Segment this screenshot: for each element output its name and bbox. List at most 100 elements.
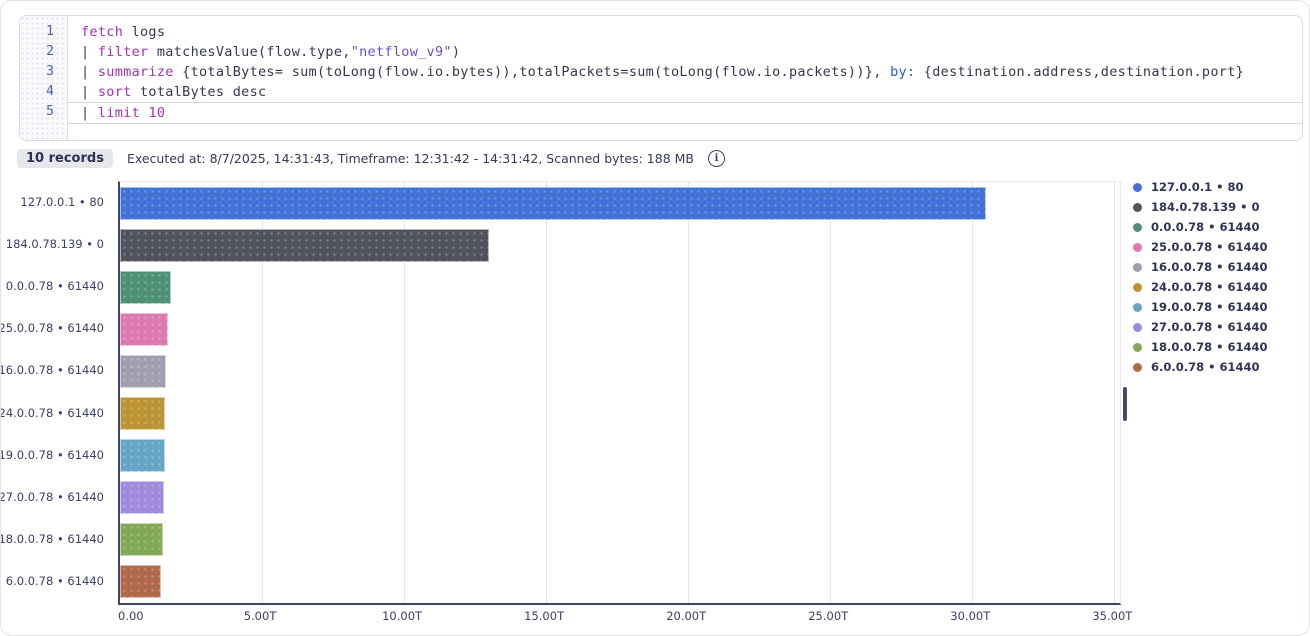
code-line[interactable]: fetch logs — [68, 22, 1302, 42]
legend-label: 127.0.0.1 • 80 — [1151, 180, 1244, 194]
bar[interactable] — [120, 481, 165, 515]
line-number: 4 — [46, 84, 54, 99]
bar[interactable] — [120, 270, 172, 304]
y-axis-label: 19.0.0.78 • 61440 — [0, 447, 104, 462]
gridline — [972, 182, 974, 603]
legend-dot-icon — [1133, 342, 1142, 352]
code-token: {totalBytes= sum(toLong(flow.io.bytes)),… — [173, 64, 891, 80]
legend-item[interactable]: 184.0.78.139 • 0 — [1133, 197, 1267, 217]
code-token: {destination.address,destination.port} — [915, 64, 1245, 80]
bar-chart: 127.0.0.1 • 80 184.0.78.139 • 0 0.0.0.78 •… — [1, 177, 1309, 635]
legend-item[interactable]: 27.0.0.78 • 61440 — [1133, 317, 1267, 337]
x-axis-tick-label: 15.00T — [524, 609, 565, 623]
legend-label: 184.0.78.139 • 0 — [1151, 200, 1260, 214]
legend-item[interactable]: 6.0.0.78 • 61440 — [1133, 357, 1267, 377]
legend-label: 16.0.0.78 • 61440 — [1151, 260, 1268, 274]
legend-dot-icon — [1133, 282, 1142, 292]
x-axis-ticks: 0.00 5.00T 10.00T 15.00T 20.00T 25.00T 30.00T 3… — [1, 609, 1309, 625]
code-token: | — [81, 84, 98, 100]
legend-dot-icon — [1133, 262, 1142, 272]
code-lines[interactable]: fetch logs | filter matchesValue(flow.typ… — [68, 16, 1302, 140]
code-token: fetch — [81, 24, 124, 40]
code-token: by: — [890, 64, 916, 80]
legend-dot-icon — [1133, 182, 1142, 192]
legend-item[interactable]: 24.0.0.78 • 61440 — [1133, 277, 1267, 297]
x-axis-tick-label: 25.00T — [808, 609, 849, 623]
y-axis-label: 184.0.78.139 • 0 — [5, 237, 104, 252]
chart-scrollbar-thumb[interactable] — [1123, 387, 1127, 421]
y-axis-label: 27.0.0.78 • 61440 — [0, 489, 104, 504]
code-token: logs — [123, 24, 166, 40]
line-number-gutter: 1 2 3 4 5 — [20, 16, 68, 140]
code-token: | — [81, 64, 98, 80]
legend-item[interactable]: 19.0.0.78 • 61440 — [1133, 297, 1267, 317]
gridline — [546, 182, 548, 603]
code-line[interactable]: | sort totalBytes desc — [68, 82, 1302, 102]
info-icon[interactable]: i — [708, 149, 726, 167]
y-axis-labels: 127.0.0.1 • 80 184.0.78.139 • 0 0.0.0.78 •… — [1, 181, 111, 602]
legend-label: 19.0.0.78 • 61440 — [1151, 300, 1268, 314]
bar[interactable] — [120, 397, 166, 430]
bar[interactable] — [120, 228, 490, 262]
legend-dot-icon — [1133, 362, 1142, 372]
line-number: 3 — [46, 64, 54, 79]
legend-label: 6.0.0.78 • 61440 — [1151, 360, 1260, 374]
bar[interactable] — [120, 354, 167, 388]
y-axis-label: 16.0.0.78 • 61440 — [0, 363, 104, 378]
legend-label: 27.0.0.78 • 61440 — [1151, 320, 1268, 334]
bar[interactable] — [120, 186, 987, 220]
bar[interactable] — [120, 312, 169, 346]
bar[interactable] — [120, 439, 165, 473]
gridline — [830, 182, 832, 603]
gridline — [262, 182, 264, 603]
line-number: 2 — [46, 44, 54, 59]
legend-item[interactable]: 0.0.0.78 • 61440 — [1133, 217, 1267, 237]
line-number: 5 — [46, 104, 54, 119]
records-count-badge: 10 records — [17, 148, 113, 168]
line-number: 1 — [46, 24, 54, 39]
legend-label: 25.0.0.78 • 61440 — [1151, 240, 1268, 254]
x-axis-tick-label: 35.00T — [1092, 609, 1133, 623]
y-axis-label: 24.0.0.78 • 61440 — [0, 405, 104, 420]
code-token: | — [81, 44, 98, 60]
y-axis-label: 18.0.0.78 • 61440 — [0, 531, 104, 546]
execution-info-text: Executed at: 8/7/2025, 14:31:43, Timefra… — [126, 150, 695, 166]
legend-dot-icon — [1133, 202, 1142, 212]
legend-item[interactable]: 18.0.0.78 • 61440 — [1133, 337, 1267, 357]
code-token: | — [81, 105, 98, 121]
x-axis-tick-label: 20.00T — [666, 609, 707, 623]
code-token: matchesValue(flow.type, — [148, 44, 351, 60]
legend-item[interactable]: 16.0.0.78 • 61440 — [1133, 257, 1267, 277]
code-line[interactable]: | limit 10 — [68, 102, 1302, 124]
code-token: limit — [97, 105, 140, 121]
plot-area — [118, 181, 1121, 605]
code-token: summarize — [97, 64, 174, 80]
legend-dot-icon — [1133, 302, 1142, 312]
code-token: filter — [97, 44, 149, 60]
gridline — [1114, 182, 1116, 603]
legend-item[interactable]: 127.0.0.1 • 80 — [1133, 177, 1267, 197]
gridline — [688, 182, 690, 603]
code-token: "netflow_v9" — [350, 44, 452, 60]
legend-label: 0.0.0.78 • 61440 — [1151, 220, 1260, 234]
code-token: 10 — [148, 105, 166, 121]
legend-dot-icon — [1133, 222, 1142, 232]
code-token: sort — [97, 84, 132, 100]
code-token: ) — [451, 44, 461, 60]
legend-item[interactable]: 25.0.0.78 • 61440 — [1133, 237, 1267, 257]
code-line[interactable]: | filter matchesValue(flow.type,"netflow… — [68, 42, 1302, 62]
legend-dot-icon — [1133, 242, 1142, 252]
y-axis-label: 0.0.0.78 • 61440 — [5, 279, 104, 294]
code-line[interactable]: | summarize {totalBytes= sum(toLong(flow… — [68, 62, 1302, 82]
bar[interactable] — [120, 565, 162, 599]
y-axis-label: 25.0.0.78 • 61440 — [0, 321, 104, 336]
x-axis-tick-label: 5.00T — [243, 609, 277, 623]
code-token: totalBytes desc — [131, 84, 267, 100]
result-status-bar: 10 records Executed at: 8/7/2025, 14:31:… — [17, 147, 726, 169]
legend-dot-icon — [1133, 322, 1142, 332]
gridline — [404, 182, 406, 603]
bar[interactable] — [120, 523, 163, 557]
y-axis-label: 127.0.0.1 • 80 — [20, 195, 104, 210]
